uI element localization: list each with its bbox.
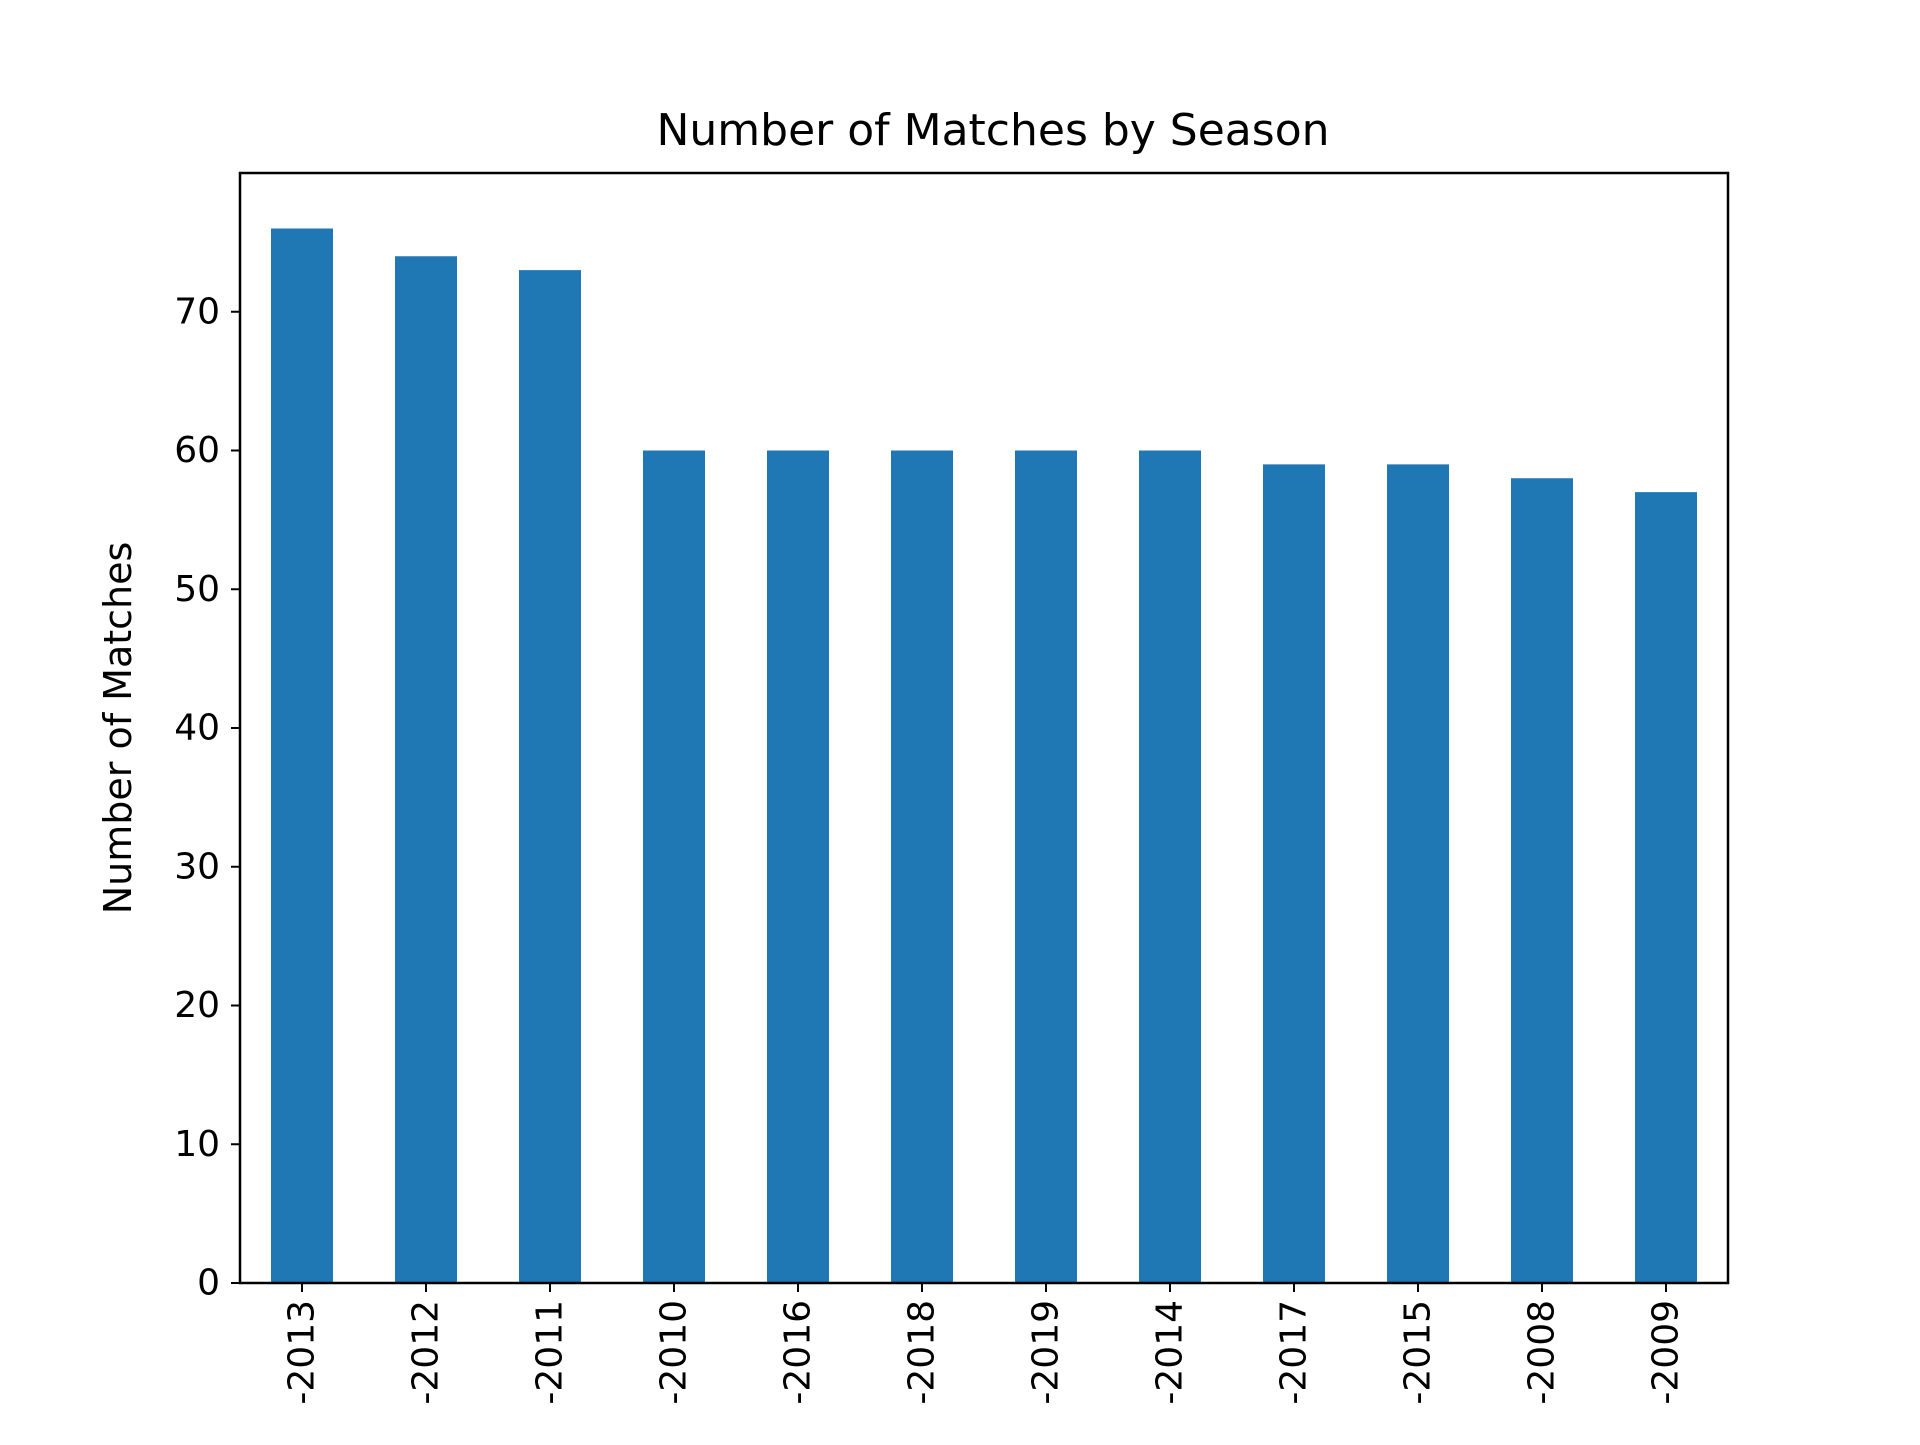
bar-2014-2015 xyxy=(1387,464,1449,1283)
x-axis: -2013 -2012 -2011 -2010 -2016 -2018 -2019 -2014… xyxy=(282,1283,1687,1405)
y-tick-label: 60 xyxy=(174,430,220,471)
bar-2013-2014 xyxy=(1139,450,1201,1283)
bar-2009-2010 xyxy=(643,450,705,1283)
y-tick-label: 50 xyxy=(174,569,220,610)
bar-series xyxy=(271,228,1697,1283)
y-tick-label: 0 xyxy=(197,1263,220,1304)
bar-2008-2009 xyxy=(1635,492,1697,1283)
bar-2011-2012 xyxy=(395,256,457,1283)
y-tick-label: 10 xyxy=(174,1124,220,1165)
y-tick-label: 30 xyxy=(174,846,220,887)
x-tick-label: -2012 xyxy=(406,1300,447,1405)
x-tick-label: -2009 xyxy=(1646,1300,1687,1405)
x-tick-label: -2017 xyxy=(1274,1300,1315,1405)
bar-2012-2013 xyxy=(271,228,333,1283)
bar-2016-2017 xyxy=(1263,464,1325,1283)
bar-2007-2008 xyxy=(1511,478,1573,1283)
bar-2015-2016 xyxy=(767,450,829,1283)
x-tick-label: -2010 xyxy=(654,1300,695,1405)
chart-title: Number of Matches by Season xyxy=(656,105,1329,156)
y-tick-label: 40 xyxy=(174,708,220,749)
y-tick-label: 70 xyxy=(174,291,220,332)
bar-2018-2019 xyxy=(1015,450,1077,1283)
bar-2010-2011 xyxy=(519,270,581,1283)
x-tick-label: -2019 xyxy=(1026,1300,1067,1405)
bar-2017-2018 xyxy=(891,450,953,1283)
x-tick-label: -2015 xyxy=(1398,1300,1439,1405)
y-tick-label: 20 xyxy=(174,985,220,1026)
y-axis-label: Number of Matches xyxy=(96,542,140,915)
x-tick-label: -2011 xyxy=(530,1300,571,1405)
x-tick-label: -2014 xyxy=(1150,1300,1191,1405)
x-tick-label: -2013 xyxy=(282,1300,323,1405)
y-axis: 0 10 20 30 40 50 60 70 xyxy=(174,291,240,1304)
x-tick-label: -2008 xyxy=(1522,1300,1563,1405)
x-tick-label: -2016 xyxy=(778,1300,819,1405)
x-tick-label: -2018 xyxy=(902,1300,943,1405)
plot-area xyxy=(238,171,1730,1285)
